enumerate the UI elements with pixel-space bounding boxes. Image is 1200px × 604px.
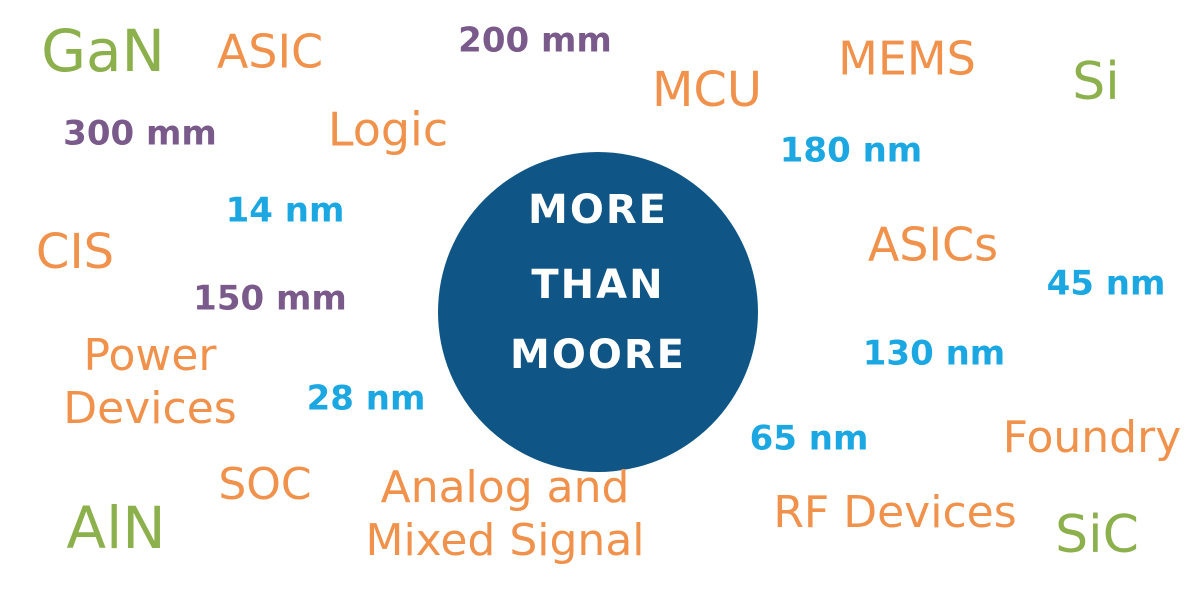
word: Foundry bbox=[1003, 412, 1182, 463]
word: 45 nm bbox=[1047, 264, 1166, 304]
word: 300 mm bbox=[63, 114, 217, 154]
word: Devices bbox=[63, 383, 236, 434]
word: 65 nm bbox=[750, 419, 869, 459]
word: 150 mm bbox=[193, 279, 347, 319]
center-circle bbox=[438, 152, 758, 472]
center-text: THAN bbox=[531, 262, 664, 308]
word: CIS bbox=[36, 224, 114, 280]
word: SiC bbox=[1055, 505, 1139, 565]
word: 14 nm bbox=[226, 191, 345, 231]
word: 200 mm bbox=[458, 21, 612, 61]
word: 28 nm bbox=[307, 379, 426, 419]
word: RF Devices bbox=[773, 487, 1016, 538]
center-text: MORE bbox=[528, 187, 668, 233]
word: Logic bbox=[328, 103, 448, 157]
word: 180 nm bbox=[780, 131, 922, 171]
word: Mixed Signal bbox=[365, 515, 644, 566]
word: MEMS bbox=[838, 32, 976, 86]
word: AlN bbox=[66, 494, 165, 562]
center-text: MOORE bbox=[510, 332, 686, 378]
word: SOC bbox=[218, 459, 311, 510]
word: GaN bbox=[41, 17, 165, 85]
word: Si bbox=[1072, 52, 1119, 112]
word: ASICs bbox=[868, 218, 998, 272]
word: ASIC bbox=[217, 25, 323, 79]
word: Analog and bbox=[381, 462, 630, 513]
word: MCU bbox=[652, 62, 762, 118]
word: 130 nm bbox=[863, 334, 1005, 374]
word: Power bbox=[83, 330, 217, 381]
